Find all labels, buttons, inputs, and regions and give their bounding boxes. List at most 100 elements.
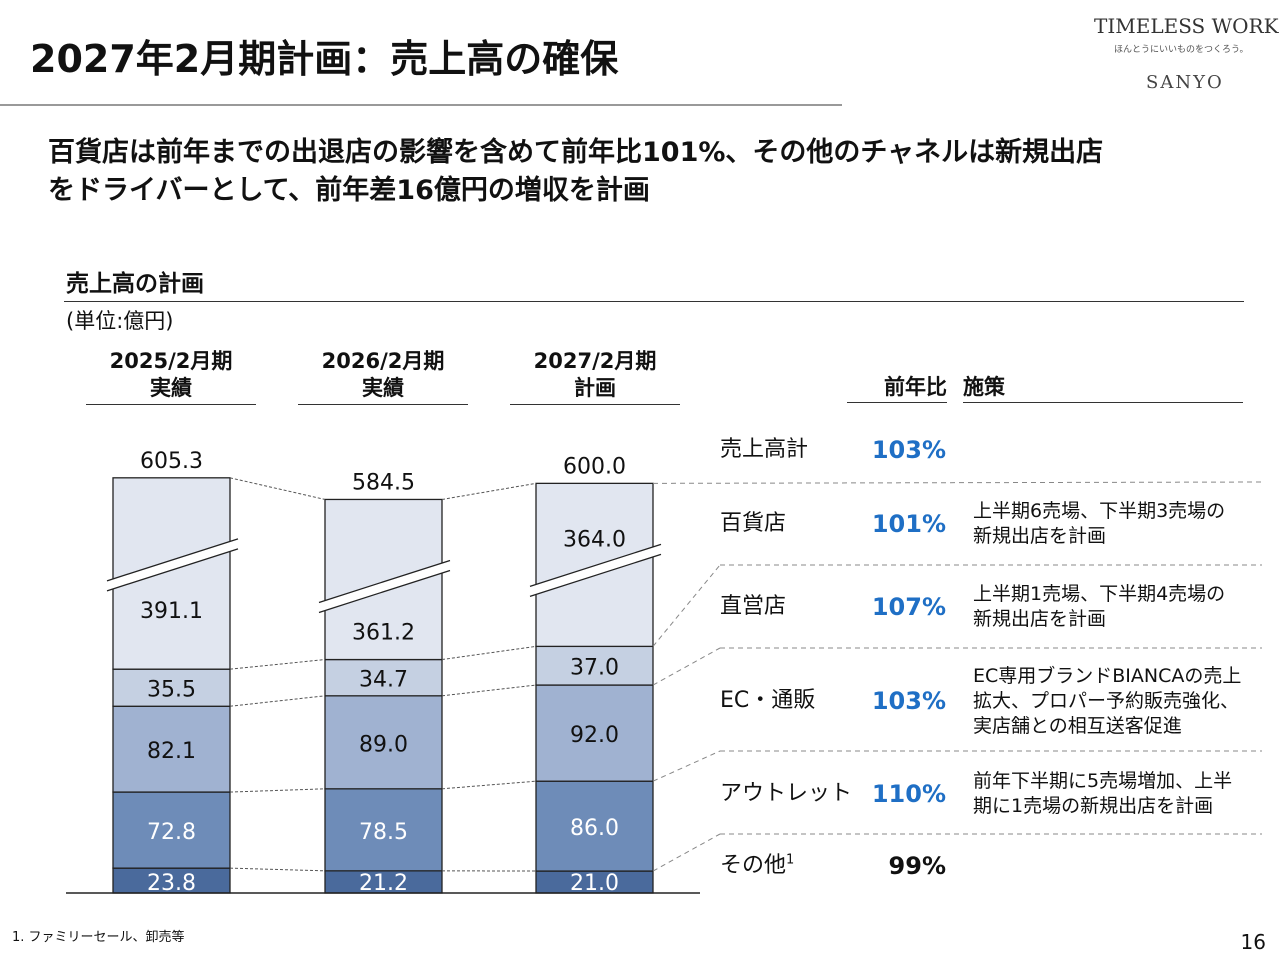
yoy-header: 前年比: [847, 374, 947, 403]
row-label: 売上高計: [720, 436, 808, 464]
connector-line: [652, 750, 721, 782]
axis-break-line: [318, 569, 451, 614]
bar-segment: [535, 645, 654, 686]
lead-text-line2: をドライバーとして、前年差16億円の増収を計画: [48, 175, 650, 206]
total-label: 605.3: [140, 449, 203, 474]
section-title: 売上高の計画: [66, 271, 204, 297]
measures-header: 施策: [963, 374, 1243, 403]
row-label-text: 直営店: [720, 594, 787, 619]
measure-note-line: 上半期1売場、下半期4売場の: [973, 583, 1226, 605]
measure-note: 上半期1売場、下半期4売場の 新規出店を計画: [973, 582, 1225, 632]
page-number: 16: [1240, 930, 1266, 954]
measure-note: 上半期6売場、下半期3売場の 新規出店を計画: [973, 499, 1225, 549]
logo-brand: SANYO: [1146, 72, 1224, 93]
yoy-value: 101%: [871, 510, 946, 538]
data-label: 21.0: [570, 871, 619, 896]
row-label: 直営店: [720, 593, 786, 621]
data-label: 82.1: [147, 739, 196, 764]
bar-segment: [112, 668, 231, 707]
data-label: 361.2: [352, 620, 415, 645]
data-label: 21.2: [359, 871, 408, 896]
yoy-value: 99%: [888, 852, 946, 880]
measure-note-line: EC専用ブランドBIANCAの売上: [973, 664, 1242, 687]
period-type: 計画: [574, 376, 616, 400]
data-label: 391.1: [140, 599, 203, 624]
footnote-marker: 1: [786, 852, 795, 868]
measure-note-line: 期に1売場の新規出店を計画: [973, 795, 1214, 817]
period: 2027/2月期: [533, 349, 657, 373]
axis-break-line: [529, 543, 662, 587]
connector-line: [229, 659, 326, 670]
bar-segment: [535, 684, 654, 782]
measure-note-line: 新規出店を計画: [973, 608, 1107, 630]
period: 2025/2月期: [109, 349, 233, 373]
yoy-value: 103%: [871, 436, 946, 464]
connector-line: [652, 833, 721, 872]
connector-line: [441, 482, 537, 500]
logo-tagline: TIMELESS WORK.: [1094, 14, 1280, 38]
data-label: 72.8: [147, 820, 196, 845]
row-label-text: その他: [720, 853, 787, 878]
axis-break-mark: [530, 544, 661, 597]
period-type: 実績: [362, 376, 404, 400]
bar-segment: [112, 791, 231, 869]
data-label: 364.0: [563, 527, 626, 552]
period: 2026/2月期: [321, 349, 445, 373]
title-divider: [0, 104, 842, 106]
axis-break-mark: [107, 538, 238, 591]
row-label: アウトレット: [720, 780, 852, 808]
connector-line: [229, 695, 326, 707]
measure-note: EC専用ブランドBIANCAの売上 拡大、プロパー予約販売強化、 実店舗との相互送客…: [973, 664, 1241, 739]
period-type: 実績: [150, 376, 192, 400]
page-title: 2027年2月期計画：売上高の確保: [30, 37, 619, 81]
measure-note-line: 実店舗との相互送客促進: [973, 714, 1182, 737]
data-label: 23.8: [147, 871, 196, 896]
total-label: 584.5: [352, 470, 415, 495]
total-label: 600.0: [563, 454, 626, 479]
axis-break-mark: [319, 560, 450, 613]
data-label: 86.0: [570, 816, 619, 841]
row-label-text: アウトレット: [720, 781, 853, 806]
connector-line: [652, 564, 721, 647]
data-label: 89.0: [359, 732, 408, 757]
bar-segment: [535, 482, 654, 648]
bar-segment: [535, 780, 654, 872]
data-label: 92.0: [570, 723, 619, 748]
yoy-value: 103%: [871, 687, 946, 715]
column-header-2027: 2027/2月期 計画: [510, 348, 680, 405]
yoy-value: 110%: [871, 780, 946, 808]
yoy-value: 107%: [871, 593, 946, 621]
measure-note: 前年下半期に5売場増加、上半 期に1売場の新規出店を計画: [973, 769, 1232, 819]
measure-note-line: 新規出店を計画: [973, 525, 1107, 547]
connector-line: [229, 788, 326, 793]
connector-line: [441, 780, 537, 790]
measure-note-line: 拡大、プロパー予約販売強化、: [973, 689, 1240, 712]
data-label: 34.7: [359, 668, 408, 693]
lead-text: 百貨店は前年までの出退店の影響を含めて前年比101%、その他のチャネルは新規出店…: [48, 134, 1103, 210]
axis-break-line: [318, 559, 451, 604]
row-label-text: EC・通販: [720, 688, 816, 713]
bar-segment: [112, 705, 231, 793]
row-label: その他1: [720, 852, 794, 880]
column-header-2025: 2025/2月期 実績: [86, 348, 256, 405]
measure-note-line: 前年下半期に5売場増加、上半: [973, 770, 1233, 792]
section-divider: [64, 301, 1244, 302]
connector-line: [229, 477, 326, 500]
axis-break-line: [529, 553, 662, 597]
axis-break-line: [106, 538, 239, 582]
unit-label: (単位:億円): [66, 309, 174, 333]
row-label-text: 百貨店: [720, 511, 787, 536]
data-label: 35.5: [147, 678, 196, 703]
bar-segment: [324, 788, 443, 872]
connector-line: [441, 645, 537, 661]
lead-text-line1: 百貨店は前年までの出退店の影響を含めて前年比101%、その他のチャネルは新規出店: [48, 137, 1104, 168]
logo-subtagline: ほんとうにいいものをつくろう。: [1114, 45, 1249, 55]
footnote: 1. ファミリーセール、卸売等: [12, 930, 185, 945]
data-label: 78.5: [359, 820, 408, 845]
measure-note-line: 上半期6売場、下半期3売場の: [973, 500, 1226, 522]
connector-line: [441, 684, 537, 697]
connector-line: [652, 647, 721, 686]
row-label: 百貨店: [720, 510, 786, 538]
row-label-text: 売上高計: [720, 437, 809, 462]
